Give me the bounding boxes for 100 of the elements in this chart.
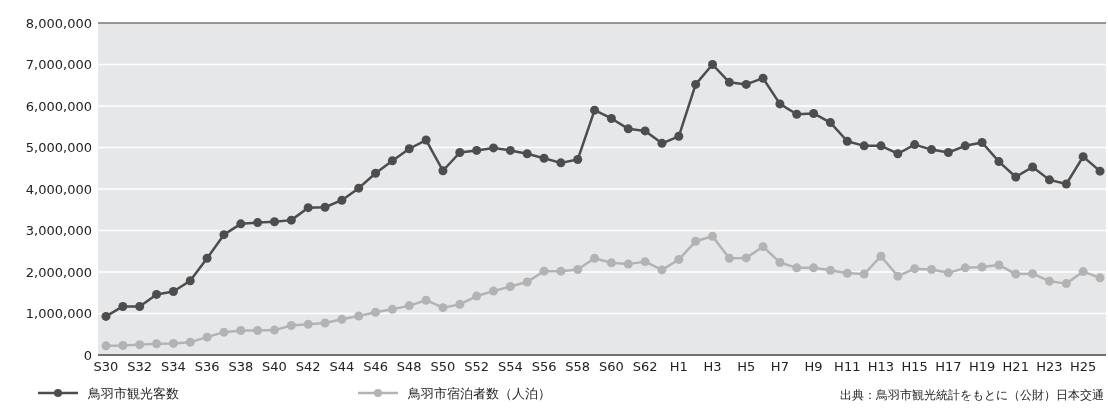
x-tick-label: S40: [262, 359, 287, 374]
point: [859, 141, 869, 151]
point: [455, 299, 465, 309]
point: [371, 168, 381, 178]
point: [354, 311, 364, 321]
point: [488, 143, 498, 153]
point: [253, 218, 263, 228]
point: [876, 141, 886, 151]
point: [539, 153, 549, 163]
y-tick-label: 0: [83, 347, 92, 363]
legend-label: 鳥羽市宿泊者数（人泊）: [407, 385, 551, 401]
point: [657, 265, 667, 275]
x-tick-label: S34: [160, 359, 186, 374]
point: [505, 282, 515, 292]
point: [236, 326, 246, 336]
point: [960, 141, 970, 151]
point: [691, 236, 701, 246]
point: [893, 271, 903, 281]
legend-label: 鳥羽市観光客数: [87, 385, 179, 401]
point: [825, 265, 835, 275]
point: [185, 337, 195, 347]
point: [724, 253, 734, 263]
point: [101, 341, 111, 351]
point: [269, 217, 279, 227]
point: [236, 219, 246, 229]
point: [421, 135, 431, 145]
point: [842, 136, 852, 146]
x-tick-label: S50: [430, 359, 456, 374]
x-tick-label: S42: [295, 359, 321, 374]
point: [758, 73, 768, 83]
x-tick-label: H15: [901, 359, 928, 374]
point: [539, 266, 549, 276]
point: [320, 318, 330, 328]
x-tick-label: S52: [464, 359, 490, 374]
point: [1061, 179, 1071, 189]
point: [472, 145, 482, 155]
point: [640, 257, 650, 267]
x-tick-label: S30: [93, 359, 119, 374]
point: [438, 303, 448, 313]
point: [792, 109, 802, 119]
point: [708, 60, 718, 69]
point: [741, 79, 751, 89]
point: [505, 145, 515, 155]
point: [303, 203, 313, 213]
point: [1095, 273, 1105, 283]
point: [269, 325, 279, 335]
point: [1044, 276, 1054, 286]
point: [809, 263, 819, 273]
x-tick-label: H11: [834, 359, 861, 374]
point: [152, 289, 162, 299]
x-tick-label: H17: [935, 359, 962, 374]
x-tick-label: S62: [632, 359, 658, 374]
point: [371, 307, 381, 317]
point: [522, 149, 532, 159]
point: [253, 326, 263, 336]
y-tick-label: 8,000,000: [25, 15, 92, 31]
point: [472, 291, 482, 301]
point: [573, 155, 583, 165]
point: [943, 147, 953, 157]
point: [337, 195, 347, 205]
point: [691, 79, 701, 89]
point: [758, 242, 768, 252]
point: [219, 327, 229, 337]
x-tick-label: S38: [228, 359, 254, 374]
point: [809, 108, 819, 118]
point: [438, 166, 448, 176]
point: [404, 301, 414, 311]
point: [606, 258, 616, 268]
point: [522, 277, 532, 287]
point: [573, 265, 583, 275]
point: [1028, 162, 1038, 172]
point: [1078, 267, 1088, 277]
point: [623, 124, 633, 134]
x-tick-label: S44: [329, 359, 355, 374]
x-tick-label: S48: [396, 359, 422, 374]
x-tick-label: S60: [599, 359, 624, 374]
x-tick-label: S54: [497, 359, 523, 374]
point: [101, 311, 111, 321]
point: [556, 266, 566, 276]
point: [960, 263, 970, 273]
point: [876, 251, 886, 261]
point: [303, 319, 313, 329]
point: [320, 202, 330, 212]
point: [168, 338, 178, 348]
x-tick-label: S32: [127, 359, 153, 374]
point: [674, 131, 684, 141]
y-tick-label: 1,000,000: [25, 306, 92, 322]
y-tick-label: 3,000,000: [25, 223, 92, 239]
point: [724, 77, 734, 87]
x-tick-label: H7: [770, 359, 789, 374]
point: [354, 183, 364, 193]
point: [590, 253, 600, 263]
point: [910, 140, 920, 150]
source-note: 出典：鳥羽市観光統計をもとに（公財）日本交通: [840, 388, 1104, 403]
point: [455, 147, 465, 157]
point: [927, 265, 937, 275]
point: [590, 105, 600, 115]
point: [775, 257, 785, 267]
point: [421, 295, 431, 305]
point: [623, 259, 633, 269]
